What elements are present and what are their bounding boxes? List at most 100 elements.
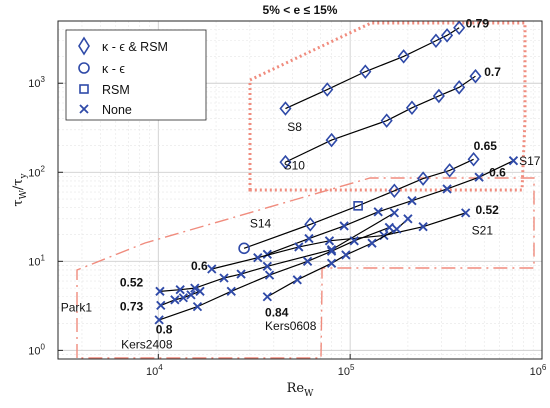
x-marker — [219, 273, 229, 283]
circle-marker-icon — [78, 62, 90, 74]
fit-line — [285, 75, 476, 163]
x-marker — [262, 249, 272, 259]
exponent-label: 0.6 — [489, 165, 506, 179]
x-marker — [324, 236, 335, 246]
x-marker — [407, 195, 417, 206]
series-park1 — [155, 208, 400, 297]
exponent-label: 0.65 — [474, 139, 498, 153]
exponent-label: 0.52 — [475, 203, 499, 217]
x-marker — [186, 290, 196, 300]
x-marker — [156, 300, 166, 311]
diamond-marker — [405, 100, 419, 116]
axis-ticks: 104 105 106 100 101 102 103 — [28, 75, 547, 378]
diamond-marker — [417, 171, 430, 186]
legend-item-ke: κ - ϵ — [78, 62, 125, 76]
x-marker — [262, 292, 272, 302]
diamond-marker — [321, 82, 334, 97]
plot-frame — [57, 20, 543, 360]
square-marker — [353, 201, 363, 211]
chart-title: 5% < e ≤ 15% — [263, 3, 338, 17]
data-series — [154, 20, 519, 325]
square-marker-icon — [79, 84, 89, 94]
x-marker — [154, 315, 164, 325]
y-tick-label: 103 — [28, 75, 45, 90]
fit-line — [159, 212, 395, 292]
diamond-marker — [359, 64, 372, 79]
annotations: 0.79 0.7 S8 S10 0.65 S17 0.6 S14 0.52 S21 0.6 0.52 P… — [61, 17, 541, 352]
fit-line — [243, 158, 474, 249]
diamond-marker — [388, 183, 401, 199]
x-tick-label: 104 — [146, 363, 163, 378]
exponent-label: 0.52 — [120, 276, 144, 290]
x-marker — [326, 246, 337, 256]
legend-label: κ - ϵ — [102, 62, 125, 76]
series-s21 — [207, 208, 471, 274]
legend-label: RSM — [102, 83, 130, 97]
x-marker — [384, 222, 394, 233]
x-marker — [339, 221, 349, 231]
x-marker — [236, 269, 246, 279]
series-label: Kers2408 — [121, 337, 173, 351]
circle-marker — [238, 242, 250, 255]
x-marker — [264, 270, 275, 280]
series-label: Park1 — [61, 300, 93, 314]
diamond-marker — [432, 88, 445, 104]
x-tick-label: 106 — [530, 363, 547, 378]
y-tick-label: 102 — [28, 164, 45, 179]
y-tick-label: 100 — [28, 342, 45, 357]
series-label: Kers0608 — [265, 319, 317, 333]
series-kers0608 — [262, 214, 413, 302]
x-marker — [207, 264, 217, 274]
x-marker — [326, 258, 337, 268]
x-marker — [474, 172, 484, 182]
diamond-marker — [380, 113, 393, 128]
x-marker — [418, 222, 428, 232]
exponent-label: 0.79 — [466, 17, 490, 31]
diamond-marker — [467, 152, 480, 167]
diamond-marker — [429, 33, 442, 49]
series-label: S21 — [472, 224, 494, 238]
exponent-label: 0.6 — [191, 259, 208, 273]
diamond-marker — [397, 49, 410, 64]
regions — [76, 21, 535, 359]
y-axis-label: τW/τy — [11, 173, 29, 207]
diamond-marker — [441, 28, 454, 43]
legend-item-none: None — [79, 103, 132, 117]
exponent-label: 0.84 — [265, 306, 289, 320]
series-0.73 — [156, 286, 205, 311]
legend-item-rsm: RSM — [79, 83, 130, 97]
series-label: S17 — [519, 154, 541, 168]
diamond-marker — [453, 20, 466, 35]
exponent-label: 0.7 — [484, 65, 501, 79]
diamond-marker — [469, 68, 482, 84]
x-marker — [170, 295, 180, 305]
x-marker — [195, 286, 205, 297]
x-marker — [175, 285, 185, 295]
x-marker — [226, 286, 236, 297]
diamond-marker — [325, 132, 338, 148]
x-marker — [262, 261, 272, 271]
legend-box — [65, 29, 207, 121]
legend: κ - ϵ & RSM κ - ϵ RSM None — [65, 29, 207, 121]
exponent-label: 0.73 — [120, 300, 144, 314]
diamond-marker — [443, 163, 456, 178]
fit-line — [267, 160, 514, 255]
x-marker — [341, 250, 351, 260]
x-marker — [155, 286, 165, 297]
x-marker-icon — [79, 104, 89, 114]
x-marker — [253, 252, 263, 263]
fit-line — [158, 226, 390, 321]
series-label: S8 — [287, 120, 302, 134]
exponent-label: 0.8 — [156, 322, 173, 336]
x-marker — [292, 275, 302, 285]
x-marker — [304, 233, 314, 244]
x-marker — [178, 293, 188, 303]
x-marker — [302, 256, 313, 266]
fit-line — [285, 27, 460, 110]
upper-region-border — [248, 21, 527, 192]
legend-label: None — [102, 103, 132, 117]
series-s8 — [279, 20, 466, 116]
diamond-marker-icon — [78, 36, 90, 56]
